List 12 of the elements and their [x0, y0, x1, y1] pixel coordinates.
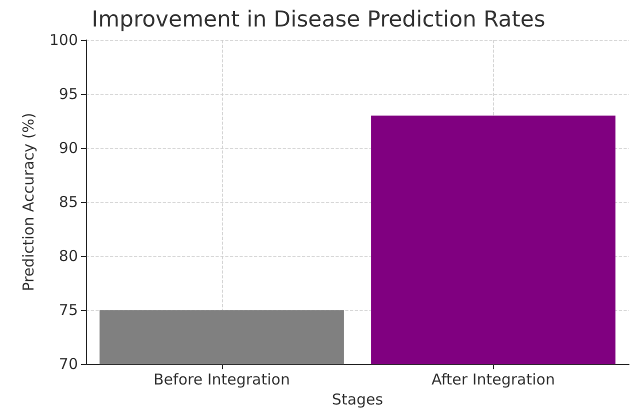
y-tick-label: 85: [58, 193, 78, 212]
y-axis-title: Prediction Accuracy (%): [20, 112, 38, 292]
x-tick-label: After Integration: [432, 370, 555, 389]
y-tick-label: 100: [49, 31, 78, 49]
y-tick-label: 90: [58, 139, 78, 158]
y-tick-label: 70: [58, 355, 78, 374]
chart-title: Improvement in Disease Prediction Rates: [92, 8, 546, 32]
y-tick-label: 75: [58, 301, 78, 320]
y-tick-label: 80: [58, 247, 78, 266]
y-tick-label: 95: [58, 85, 78, 104]
x-tick-label: Before Integration: [154, 370, 290, 389]
x-axis-title: Stages: [332, 390, 384, 408]
